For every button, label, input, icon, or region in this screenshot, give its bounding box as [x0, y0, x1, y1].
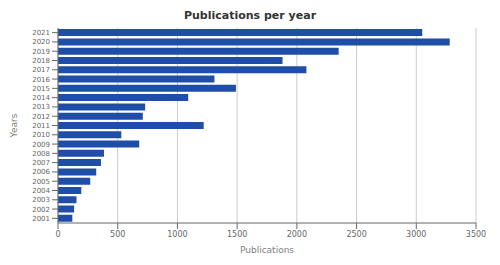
- svg-text:2016: 2016: [32, 76, 50, 84]
- svg-text:2019: 2019: [32, 48, 50, 56]
- svg-text:2013: 2013: [32, 103, 50, 111]
- svg-text:3500: 3500: [466, 230, 486, 239]
- svg-text:1000: 1000: [167, 230, 187, 239]
- svg-text:2020: 2020: [32, 38, 50, 46]
- svg-text:2012: 2012: [32, 113, 50, 121]
- svg-text:2006: 2006: [32, 168, 50, 176]
- svg-text:2018: 2018: [32, 57, 50, 65]
- svg-text:0: 0: [55, 230, 60, 239]
- svg-text:3000: 3000: [406, 230, 426, 239]
- svg-text:Years: Years: [9, 113, 19, 138]
- svg-text:2014: 2014: [32, 94, 50, 102]
- svg-text:2000: 2000: [287, 230, 307, 239]
- svg-text:2017: 2017: [32, 66, 50, 74]
- svg-text:2002: 2002: [32, 206, 50, 214]
- svg-text:2003: 2003: [32, 196, 50, 204]
- svg-text:2007: 2007: [32, 159, 50, 167]
- html-text:Publications per year: Publications per year: [183, 9, 317, 22]
- svg-text:1500: 1500: [227, 230, 247, 239]
- svg-text:2001: 2001: [32, 215, 50, 223]
- svg-text:2004: 2004: [32, 187, 50, 195]
- svg-text:500: 500: [110, 230, 125, 239]
- svg-text:2500: 2500: [346, 230, 366, 239]
- svg-text:2011: 2011: [32, 122, 50, 130]
- svg-text:2008: 2008: [32, 150, 50, 158]
- svg-text:2021: 2021: [32, 29, 50, 37]
- svg-text:2015: 2015: [32, 85, 50, 93]
- svg-text:2009: 2009: [32, 141, 50, 149]
- svg-text:2010: 2010: [32, 131, 50, 139]
- svg-text:Publications: Publications: [240, 245, 294, 255]
- svg-text:2005: 2005: [32, 178, 50, 186]
